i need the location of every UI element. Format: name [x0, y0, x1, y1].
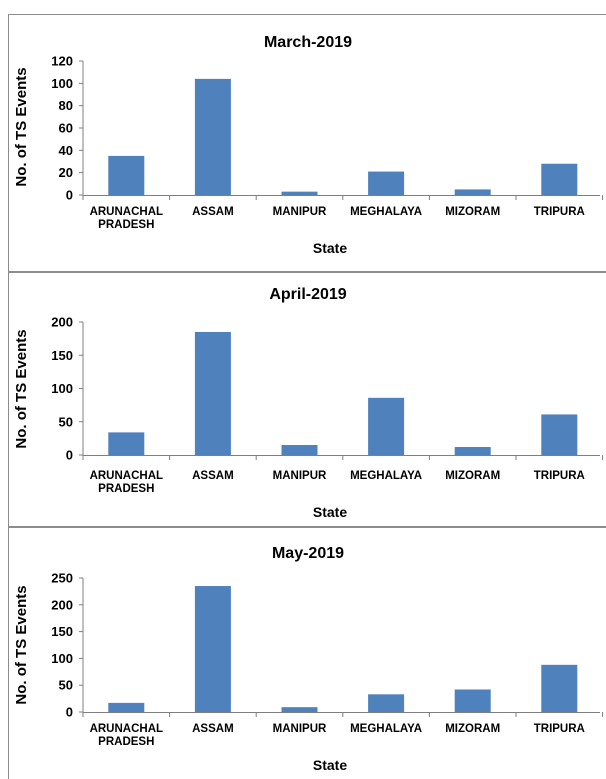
bar: [454, 447, 491, 455]
x-category-label: PRADESH: [98, 736, 154, 748]
bar: [108, 155, 145, 195]
y-tick-label: 20: [59, 165, 73, 180]
y-axis-label: No. of TS Events: [13, 585, 30, 704]
x-category-label: MEGHALAYA: [350, 723, 422, 735]
y-tick-label: 100: [51, 651, 73, 666]
chart-may: May-2019 No. of TS Events 0 50 100 150 200 250 A…: [13, 545, 604, 773]
y-tick-label: 200: [51, 597, 73, 612]
x-category-label: MIZORAM: [445, 206, 500, 218]
panel-divider-1: [8, 271, 606, 273]
x-axis-label: State: [313, 504, 347, 520]
bar: [108, 432, 145, 455]
x-category-label: MIZORAM: [445, 723, 500, 735]
bar: [454, 689, 491, 712]
chart-panel-march: March-2019 No. of TS Events 0 20 40 60 80 100 12…: [0, 15, 606, 272]
x-category-label: MIZORAM: [445, 470, 500, 482]
bar: [541, 414, 578, 455]
y-tick-label: 100: [51, 381, 73, 396]
y-tick-label: 150: [51, 348, 73, 363]
bar: [281, 445, 318, 455]
y-tick-label: 60: [59, 121, 73, 136]
x-axis-label: State: [313, 757, 347, 773]
y-tick-label: 100: [51, 76, 73, 91]
x-category-label: ARUNACHAL: [90, 723, 163, 735]
bar: [281, 707, 318, 712]
bar: [368, 397, 405, 455]
x-category-label: ASSAM: [192, 206, 234, 218]
chart-march: March-2019 No. of TS Events 0 20 40 60 80 100 12…: [13, 34, 604, 256]
frame-top-line: [8, 14, 606, 15]
bar: [368, 171, 405, 195]
x-category-label: TRIPURA: [534, 723, 585, 735]
bar: [194, 331, 231, 455]
x-category-label: ASSAM: [192, 723, 234, 735]
chart-title: May-2019: [272, 545, 344, 562]
x-category-label: ARUNACHAL: [90, 470, 163, 482]
x-category-label: TRIPURA: [534, 206, 585, 218]
bar: [541, 163, 578, 195]
chart-title: April-2019: [269, 286, 346, 303]
bar: [194, 586, 231, 712]
x-category-label: MEGHALAYA: [350, 206, 422, 218]
bar: [541, 664, 578, 712]
bar: [281, 191, 318, 195]
x-category-label: MEGHALAYA: [350, 470, 422, 482]
y-tick-label: 250: [51, 571, 73, 586]
y-tick-label: 0: [66, 705, 73, 720]
x-category-label: PRADESH: [98, 219, 154, 231]
y-tick-label: 150: [51, 624, 73, 639]
bar: [368, 694, 405, 712]
y-tick-label: 80: [59, 98, 73, 113]
x-category-label: MANIPUR: [273, 723, 327, 735]
y-axis-label: No. of TS Events: [13, 67, 30, 186]
y-tick-label: 50: [59, 414, 73, 429]
y-tick-label: 120: [51, 54, 73, 69]
x-category-label: MANIPUR: [273, 206, 327, 218]
chart-title: March-2019: [264, 34, 352, 51]
bar: [454, 189, 491, 195]
y-tick-label: 50: [59, 678, 73, 693]
x-axis-label: State: [313, 240, 347, 256]
y-tick-label: 0: [66, 448, 73, 463]
x-category-label: ASSAM: [192, 470, 234, 482]
x-category-label: TRIPURA: [534, 470, 585, 482]
chart-panel-april: April-2019 No. of TS Events 0 50 100 150 200 AR…: [0, 273, 606, 526]
x-category-label: ARUNACHAL: [90, 206, 163, 218]
chart-april: April-2019 No. of TS Events 0 50 100 150 200 AR…: [13, 286, 604, 520]
y-tick-label: 0: [66, 188, 73, 203]
chart-panel-may: May-2019 No. of TS Events 0 50 100 150 200 250 A…: [0, 528, 606, 779]
y-axis-label: No. of TS Events: [13, 329, 30, 448]
x-category-label: PRADESH: [98, 483, 154, 495]
y-tick-label: 40: [59, 143, 73, 158]
panel-divider-2: [8, 526, 606, 528]
y-tick-label: 200: [51, 315, 73, 330]
x-category-label: MANIPUR: [273, 470, 327, 482]
bar: [108, 702, 145, 712]
bar: [194, 78, 231, 195]
frame-left-line: [8, 14, 9, 779]
